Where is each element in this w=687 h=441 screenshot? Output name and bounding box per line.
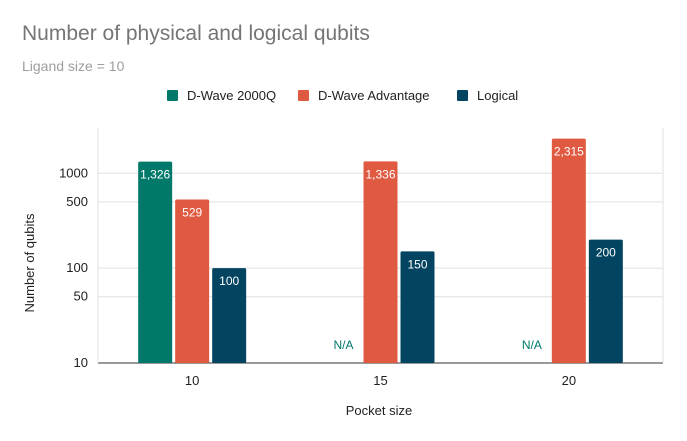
- legend-item-logical[interactable]: Logical: [457, 88, 518, 103]
- na-label-d-wave-2000q-20: N/A: [522, 338, 542, 352]
- bars-layer: [138, 138, 623, 363]
- chart-subtitle: Ligand size = 10: [22, 58, 125, 74]
- legend-label-dwave-2000q: D-Wave 2000Q: [187, 88, 277, 103]
- labels-layer: 10 50 100 500 1000 10 1,326 529 100 15 N/A 1,336 150…: [59, 145, 616, 388]
- y-tick-label-100: 100: [66, 260, 88, 275]
- x-axis-title: Pocket size: [346, 403, 412, 418]
- data-label-d-wave-advantage-20: 2,315: [554, 145, 584, 159]
- bar-logical-20[interactable]: [588, 239, 623, 363]
- x-tick-label-15: 15: [373, 373, 387, 388]
- y-tick-label-50: 50: [74, 289, 88, 304]
- x-tick-label-20: 20: [562, 373, 576, 388]
- data-label-d-wave-advantage-15: 1,336: [365, 167, 395, 181]
- data-label-logical-15: 150: [407, 257, 427, 271]
- legend-label-logical: Logical: [477, 88, 519, 103]
- x-tick-label-10: 10: [185, 373, 199, 388]
- legend-item-dwave-2000q[interactable]: D-Wave 2000Q: [167, 88, 276, 103]
- legend-swatch-dwave-advantage: [298, 90, 309, 101]
- data-label-logical-20: 200: [596, 246, 616, 260]
- legend-swatch-logical: [457, 90, 468, 101]
- y-tick-label-1000: 1000: [59, 165, 88, 180]
- y-axis-title: Number of qubits: [22, 213, 37, 312]
- chart-title: Number of physical and logical qubits: [22, 22, 370, 45]
- bar-d-wave-advantage-10[interactable]: [175, 199, 210, 363]
- bar-d-wave-advantage-20[interactable]: [551, 138, 586, 363]
- legend: D-Wave 2000Q D-Wave Advantage Logical: [0, 88, 687, 106]
- y-tick-label-500: 500: [66, 194, 88, 209]
- data-label-d-wave-2000q-10: 1,326: [140, 168, 170, 182]
- data-label-d-wave-advantage-10: 529: [182, 205, 202, 219]
- bar-d-wave-advantage-15[interactable]: [363, 161, 398, 363]
- data-label-logical-10: 100: [219, 274, 239, 288]
- y-tick-label-10: 10: [74, 355, 88, 370]
- bar-logical-15[interactable]: [400, 251, 435, 363]
- na-label-d-wave-2000q-15: N/A: [333, 338, 353, 352]
- legend-item-dwave-advantage[interactable]: D-Wave Advantage: [298, 88, 430, 103]
- bar-logical-10[interactable]: [212, 268, 247, 363]
- bar-d-wave-2000q-10[interactable]: [138, 161, 173, 363]
- legend-swatch-dwave-2000q: [167, 90, 178, 101]
- legend-label-dwave-advantage: D-Wave Advantage: [318, 88, 430, 103]
